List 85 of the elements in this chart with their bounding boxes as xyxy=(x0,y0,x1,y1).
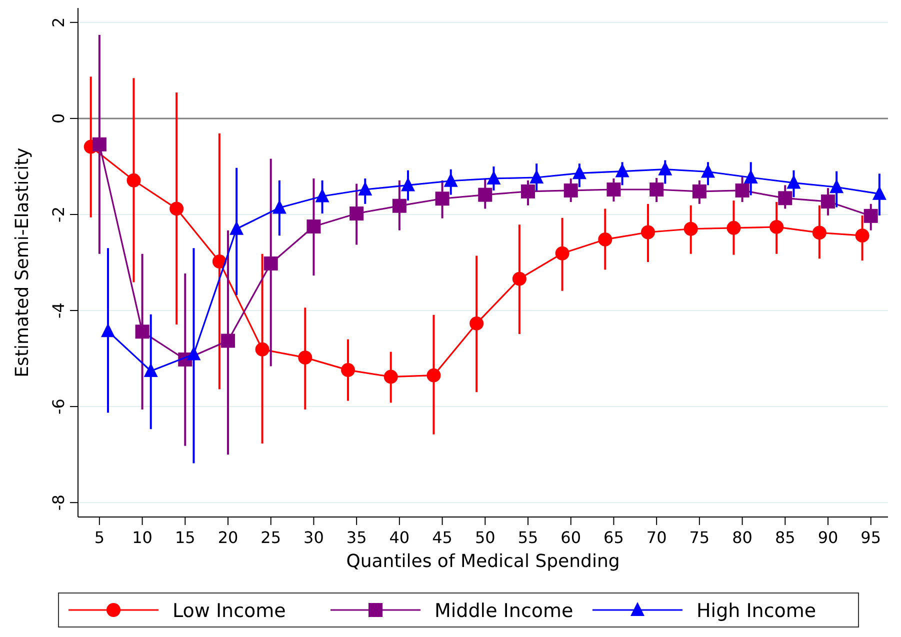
point xyxy=(701,164,715,178)
point xyxy=(855,228,870,243)
x-tick-label: 60 xyxy=(560,528,582,547)
y-tick-label: -8 xyxy=(49,494,68,511)
x-tick-label: 5 xyxy=(94,528,105,547)
point xyxy=(770,220,784,234)
y-tick-label: -4 xyxy=(49,302,68,318)
x-tick-label: 25 xyxy=(260,528,282,547)
x-tick-label: 65 xyxy=(604,528,624,547)
point xyxy=(298,350,312,365)
x-tick-label: 35 xyxy=(346,528,367,547)
point xyxy=(135,324,150,339)
point xyxy=(606,182,621,197)
point xyxy=(92,137,106,152)
point xyxy=(530,170,544,184)
point xyxy=(744,170,758,184)
x-tick-label: 20 xyxy=(218,528,238,547)
point xyxy=(572,165,586,180)
point xyxy=(444,172,458,187)
point xyxy=(350,206,364,221)
point xyxy=(684,222,698,236)
point xyxy=(692,184,706,198)
point xyxy=(358,182,372,196)
x-tick-label: 55 xyxy=(518,528,538,547)
point xyxy=(478,188,492,202)
point xyxy=(512,272,526,286)
point xyxy=(778,191,792,206)
x-axis-title: Quantiles of Medical Spending xyxy=(346,551,620,572)
point xyxy=(872,186,886,200)
point xyxy=(401,177,415,192)
point xyxy=(821,194,835,209)
point xyxy=(486,170,501,184)
point xyxy=(170,202,184,216)
point xyxy=(435,192,450,206)
y-tick-label: 0 xyxy=(49,113,68,124)
point xyxy=(144,363,158,378)
point xyxy=(264,256,278,270)
x-tick-label: 15 xyxy=(174,528,196,547)
point xyxy=(786,174,801,189)
point xyxy=(272,200,286,214)
x-tick-label: 90 xyxy=(818,528,838,547)
x-tick-label: 45 xyxy=(432,528,452,547)
x-tick-label: 95 xyxy=(860,528,882,547)
x-tick-label: 50 xyxy=(474,528,496,547)
y-tick-label: 2 xyxy=(49,17,68,28)
point xyxy=(650,182,664,197)
y-tick-label: -6 xyxy=(49,398,68,415)
x-tick-label: 30 xyxy=(304,528,324,547)
point xyxy=(384,370,398,384)
point xyxy=(126,173,141,188)
point xyxy=(521,184,535,198)
point xyxy=(392,198,406,213)
x-tick-label: 40 xyxy=(389,528,410,547)
x-tick-label: 10 xyxy=(132,528,152,547)
point xyxy=(564,183,578,198)
point xyxy=(315,188,330,202)
point xyxy=(812,226,826,240)
point xyxy=(426,368,441,382)
x-tick-label: 70 xyxy=(646,528,667,547)
point xyxy=(598,232,612,246)
point xyxy=(864,208,878,223)
point xyxy=(341,363,355,378)
x-tick-label: 75 xyxy=(689,528,710,547)
point xyxy=(470,316,484,330)
point xyxy=(830,179,844,194)
point xyxy=(735,183,750,198)
y-tick-label: -2 xyxy=(49,206,68,222)
point xyxy=(306,219,321,234)
legend-label: Middle Income xyxy=(434,600,574,622)
point xyxy=(726,220,741,235)
point xyxy=(230,220,244,235)
legend-label: High Income xyxy=(696,600,816,622)
point xyxy=(615,163,630,178)
point xyxy=(658,161,672,176)
point xyxy=(186,346,201,360)
legend-label: Low Income xyxy=(172,600,286,622)
x-tick-label: 80 xyxy=(732,528,752,547)
x-tick-label: 85 xyxy=(774,528,796,547)
y-axis-title: Estimated Semi-Elasticity xyxy=(12,147,33,378)
point xyxy=(221,334,235,348)
point xyxy=(255,342,270,356)
point xyxy=(101,323,115,338)
point xyxy=(212,254,226,269)
point xyxy=(641,225,655,240)
point xyxy=(555,246,570,260)
